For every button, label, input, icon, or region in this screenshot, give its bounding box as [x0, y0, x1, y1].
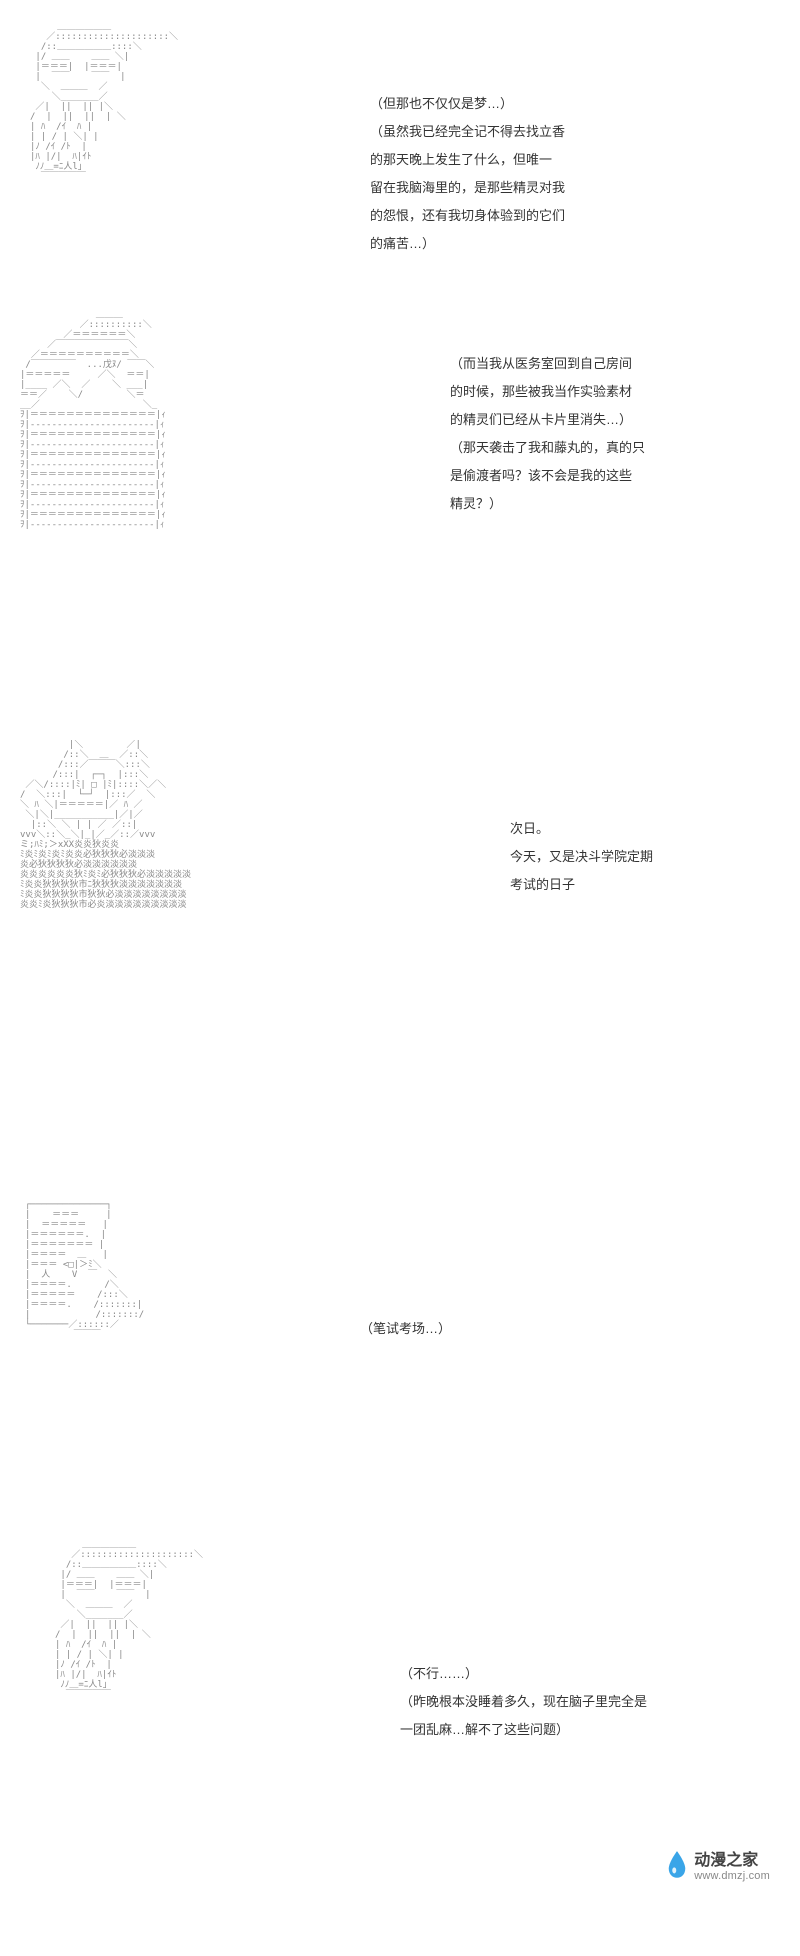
ascii-art-character-tired: ＿＿＿＿＿＿ ／:::::::::::::::::::::＼ /::＿＿＿＿＿＿…	[55, 1540, 375, 1780]
text-line: （不行……）	[400, 1660, 720, 1688]
text-line: （昨晚根本没睡着多久，现在脑子里完全是	[400, 1688, 720, 1716]
text-line: 的那天晚上发生了什么，但唯一	[370, 146, 630, 174]
panel-4: ┌──────────────┐ | ＝＝＝ | | ＝＝＝＝＝ | |＝＝＝＝…	[0, 1170, 800, 1480]
panel-1-text: （但那也不仅仅是梦…） （虽然我已经完全记不得去找立香 的那天晚上发生了什么，但…	[370, 90, 630, 258]
ascii-art-landscape: ＿＿＿ ／::::::::::＼ ／＝＝＝＝＝＝＼ ／￣￣￣￣￣￣￣￣＼ ／＝＝…	[20, 310, 430, 680]
text-line: （虽然我已经完全记不得去找立香	[370, 118, 630, 146]
text-line: 是偷渡者吗？该不会是我的这些	[450, 462, 710, 490]
text-line: 考试的日子	[510, 871, 710, 899]
text-line: （但那也不仅仅是梦…）	[370, 90, 630, 118]
text-line: 次日。	[510, 815, 710, 843]
text-line: 的精灵们已经从卡片里消失…）	[450, 406, 710, 434]
panel-5: ＿＿＿＿＿＿ ／:::::::::::::::::::::＼ /::＿＿＿＿＿＿…	[0, 1480, 800, 1900]
panel-3-text: 次日。 今天，又是决斗学院定期 考试的日子	[510, 815, 710, 899]
footer-text: 动漫之家 www.dmzj.com	[694, 1846, 770, 1882]
panel-5-text: （不行……） （昨晚根本没睡着多久，现在脑子里完全是 一团乱麻…解不了这些问题）	[400, 1660, 720, 1744]
text-line: 的时候，那些被我当作实验素材	[450, 378, 710, 406]
text-line: 今天，又是决斗学院定期	[510, 843, 710, 871]
ascii-art-exam-paper: ┌──────────────┐ | ＝＝＝ | | ＝＝＝＝＝ | |＝＝＝＝…	[25, 1200, 305, 1460]
text-line: 一团乱麻…解不了这些问题）	[400, 1716, 720, 1744]
ascii-art-castle: |＼ ／| /::＼ ＿ ／::＼ /:::／￣￣￣＼:::＼ /:::| ┌─…	[20, 740, 500, 1140]
text-line: 精灵？）	[450, 490, 710, 518]
footer-site-name: 动漫之家	[694, 1846, 770, 1870]
panel-3: |＼ ／| /::＼ ＿ ／::＼ /:::／￣￣￣＼:::＼ /:::| ┌─…	[0, 695, 800, 1170]
drop-icon	[666, 1849, 688, 1879]
text-line: 的怨恨，还有我切身体验到的它们	[370, 202, 630, 230]
text-line: （笔试考场…）	[360, 1315, 560, 1343]
panel-2-text: （而当我从医务室回到自己房间 的时候，那些被我当作实验素材 的精灵们已经从卡片里…	[450, 350, 710, 518]
panel-4-text: （笔试考场…）	[360, 1315, 560, 1343]
text-line: （那天袭击了我和藤丸的，真的只	[450, 434, 710, 462]
footer-logo: 动漫之家 www.dmzj.com	[666, 1846, 770, 1882]
text-line: 留在我脑海里的，是那些精灵对我	[370, 174, 630, 202]
text-line: 的痛苦…）	[370, 230, 630, 258]
footer-site-url: www.dmzj.com	[694, 1870, 770, 1882]
panel-1: ＿＿＿＿＿＿ ／:::::::::::::::::::::＼ /::＿＿＿＿＿＿…	[0, 0, 800, 285]
text-line: （而当我从医务室回到自己房间	[450, 350, 710, 378]
panel-2: ＿＿＿ ／::::::::::＼ ／＝＝＝＝＝＝＼ ／￣￣￣￣￣￣￣￣＼ ／＝＝…	[0, 285, 800, 695]
ascii-art-character-hat: ＿＿＿＿＿＿ ／:::::::::::::::::::::＼ /::＿＿＿＿＿＿…	[30, 22, 350, 262]
